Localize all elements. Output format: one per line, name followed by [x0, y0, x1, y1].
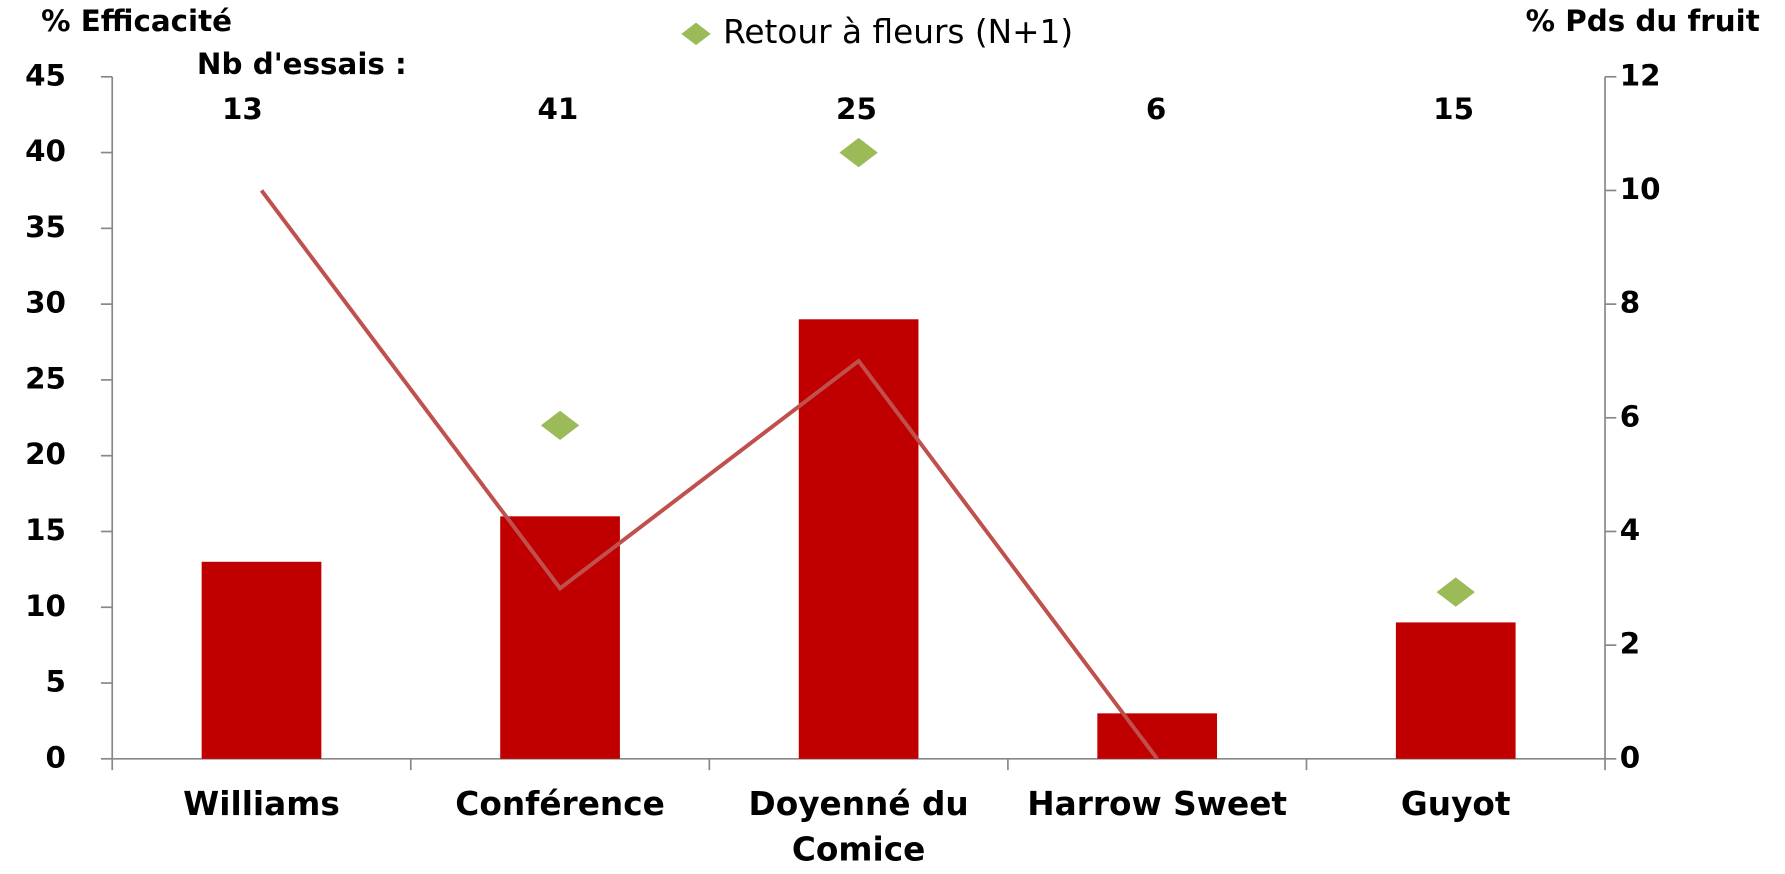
- y2-tick-label: 12: [1620, 58, 1661, 92]
- y2-tick-label: 0: [1620, 740, 1640, 774]
- bar: [500, 516, 620, 759]
- y-tick-label: 15: [25, 513, 66, 547]
- y2-tick-label: 10: [1620, 172, 1661, 206]
- y-tick-label: 20: [25, 437, 66, 471]
- bar: [1395, 622, 1516, 759]
- trials-value: 15: [1433, 92, 1474, 126]
- line: [259, 189, 1159, 761]
- y-tick-label: 5: [46, 665, 66, 699]
- bar: [201, 561, 322, 759]
- marker: [839, 137, 878, 168]
- y2-tick-label: 4: [1620, 513, 1640, 547]
- y-tick-label: 45: [25, 58, 66, 92]
- y-tick-label: 0: [46, 740, 66, 774]
- y-tick-label: 40: [25, 134, 66, 168]
- y-axis-label: % Efficacité: [41, 4, 232, 38]
- y-tick-label: 25: [25, 361, 66, 395]
- y-tick-label: 10: [25, 589, 66, 623]
- y2-tick-label: 2: [1620, 627, 1640, 661]
- x-tick-label: Doyenné du Comice: [749, 785, 969, 868]
- y2-tick-label: 8: [1620, 286, 1640, 320]
- y2-axis-label: % Pds du fruit: [1526, 4, 1760, 38]
- legend-marker: [681, 22, 711, 46]
- trials-value: 25: [836, 92, 877, 126]
- trials-value: 13: [222, 92, 263, 126]
- x-tick-label: Guyot: [1401, 785, 1511, 823]
- trials-value: 41: [537, 92, 578, 126]
- x-tick-label: Harrow Sweet: [1027, 785, 1287, 823]
- y-tick-label: 30: [25, 286, 66, 320]
- marker: [540, 410, 580, 441]
- legend-label: Retour à fleurs (N+1): [723, 13, 1073, 51]
- x-tick-label: Conférence: [455, 785, 665, 823]
- x-tick-label: Williams: [183, 785, 340, 823]
- trials-value: 6: [1146, 92, 1166, 126]
- marker: [1436, 577, 1475, 607]
- bar: [798, 319, 919, 759]
- y2-tick-label: 6: [1620, 399, 1640, 433]
- trials-label: Nb d'essais :: [197, 47, 407, 81]
- bar: [1097, 713, 1218, 759]
- y-tick-label: 35: [25, 210, 66, 244]
